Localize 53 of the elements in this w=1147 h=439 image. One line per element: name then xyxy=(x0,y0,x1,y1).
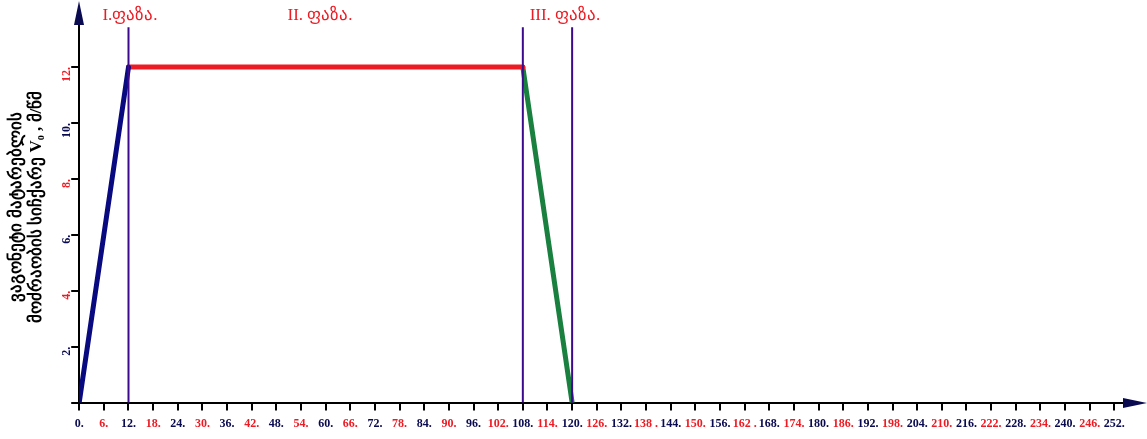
y-tick-label: 2. xyxy=(59,346,74,356)
y-tick-label: 12. xyxy=(59,67,74,83)
y-tick-label: 10. xyxy=(59,123,74,139)
annotation: III. ფაზა. xyxy=(529,4,601,25)
x-tick-label: 102. xyxy=(487,415,509,430)
annotation: II. ფაზა. xyxy=(287,4,353,25)
y-tick-label: 6. xyxy=(59,234,74,244)
x-tick-label: 78. xyxy=(392,415,408,430)
x-tick-label: 246. xyxy=(1079,415,1101,430)
x-tick-label: 150. xyxy=(684,415,706,430)
x-tick-label: 0. xyxy=(74,415,84,430)
x-tick-label: 192. xyxy=(857,415,879,430)
x-tick-label: 42. xyxy=(244,415,260,430)
x-tick-label: 138 . xyxy=(634,415,659,430)
x-tick-label: 72. xyxy=(367,415,383,430)
y-tick-label: 4. xyxy=(59,290,74,300)
x-tick-label: 174. xyxy=(783,415,805,430)
x-tick-label: 48. xyxy=(268,415,284,430)
x-tick-label: 144. xyxy=(660,415,682,430)
y-tick-label: 8. xyxy=(59,178,74,188)
x-tick-label: 216. xyxy=(955,415,977,430)
x-tick-label: 168. xyxy=(758,415,780,430)
annotation: I.ფაზა. xyxy=(102,4,158,25)
x-tick-label: 120. xyxy=(561,415,583,430)
x-tick-label: 180. xyxy=(808,415,830,430)
x-tick-label: 228. xyxy=(1005,415,1027,430)
x-tick-label: 126. xyxy=(586,415,608,430)
x-tick-label: 24. xyxy=(170,415,186,430)
x-tick-label: 30. xyxy=(194,415,210,430)
x-tick-label: 36. xyxy=(219,415,235,430)
x-tick-label: 60. xyxy=(318,415,334,430)
x-tick-label: 210. xyxy=(931,415,953,430)
x-tick-label: 6. xyxy=(99,415,109,430)
x-tick-label: 84. xyxy=(416,415,432,430)
x-tick-label: 204. xyxy=(906,415,928,430)
x-tick-label: 114. xyxy=(537,415,558,430)
x-tick-label: 156. xyxy=(709,415,731,430)
y-axis-title: ვაგონეტი მატარებლის მოძრაობის სიჩქარე V₀ , მ/წმ xyxy=(5,90,46,324)
x-tick-label: 132. xyxy=(610,415,632,430)
x-tick-label: 240. xyxy=(1054,415,1076,430)
x-tick-label: 198. xyxy=(882,415,904,430)
x-tick-label: 108. xyxy=(512,415,534,430)
x-tick-label: 66. xyxy=(342,415,358,430)
x-tick-label: 234. xyxy=(1029,415,1051,430)
x-tick-label: 90. xyxy=(441,415,457,430)
x-tick-label: 18. xyxy=(145,415,161,430)
x-tick-label: 96. xyxy=(466,415,482,430)
x-tick-label: 162 . xyxy=(732,415,757,430)
x-tick-label: 222. xyxy=(980,415,1002,430)
x-tick-label: 186. xyxy=(832,415,854,430)
x-tick-label: 12. xyxy=(120,415,136,430)
x-tick-label: 54. xyxy=(293,415,309,430)
x-tick-label: 252. xyxy=(1103,415,1125,430)
